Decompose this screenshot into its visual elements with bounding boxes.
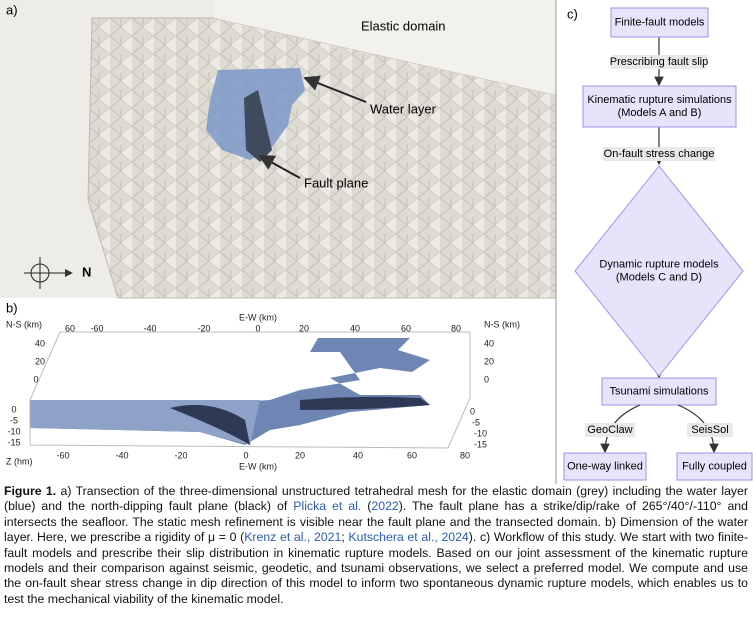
axis-label: 60: [407, 450, 417, 460]
axis-label: 0: [255, 323, 260, 333]
axis-label: 20: [299, 323, 309, 333]
citation-link[interactable]: Plicka et al.: [293, 499, 361, 513]
citation-link[interactable]: 2022: [371, 499, 398, 513]
axis-label: -20: [174, 450, 187, 460]
citation-link[interactable]: Kutschera et al., 2024: [348, 530, 468, 544]
axis-label: -5: [10, 415, 18, 425]
axis-label: 40: [35, 338, 45, 348]
edge-label: GeoClaw: [587, 424, 632, 436]
flow-label: Dynamic rupture models(Models C and D): [599, 258, 719, 283]
axis-label: 60: [401, 323, 411, 333]
axis-label: N-S (km): [484, 319, 520, 329]
axis-label: -40: [115, 450, 128, 460]
axis-label: 0: [243, 450, 248, 460]
flow-label: Finite-fault models: [615, 16, 705, 28]
axis-label: -10: [7, 426, 20, 436]
axis-label: E-W (km): [239, 461, 277, 471]
flow-label: One-way linked: [567, 460, 643, 472]
axis-label: -5: [472, 417, 480, 427]
axis-label: 0: [11, 404, 16, 414]
axis-label: -40: [143, 323, 156, 333]
axis-label: -60: [90, 323, 103, 333]
label: N: [82, 264, 91, 279]
axis-label: 0: [484, 374, 489, 384]
figure: Elastic domain Water layer Fault plane N…: [0, 0, 753, 484]
axis-label: -60: [56, 450, 69, 460]
axis-label: 0: [470, 406, 475, 416]
panel-label: a): [6, 2, 18, 17]
axis-label: 40: [353, 450, 363, 460]
axis-label: Z (hm): [6, 456, 33, 466]
axis-label: 80: [451, 323, 461, 333]
page: {"panel_a":{"label":"a)","elastic":"Elas…: [0, 0, 753, 626]
axis-label: -15: [474, 439, 487, 449]
axis-label: 80: [460, 450, 470, 460]
axis-label: 20: [484, 356, 494, 366]
flow-label: Fully coupled: [682, 460, 747, 472]
axis-label: 40: [350, 323, 360, 333]
edge-label: Prescribing fault slip: [610, 56, 708, 68]
axis-label: -15: [7, 437, 20, 447]
label: Water layer: [370, 101, 437, 116]
label: Fault plane: [304, 175, 368, 190]
axis-label: -10: [474, 428, 487, 438]
label: Elastic domain: [361, 18, 446, 33]
axis-label: E-W (km): [239, 312, 277, 322]
edge-label: SeisSol: [691, 424, 728, 436]
caption: Figure 1. a) Transection of the three-di…: [4, 484, 748, 607]
panel-a: Elastic domain Water layer Fault plane N…: [0, 0, 556, 298]
axis-label: 0: [33, 374, 38, 384]
axis-label: 20: [35, 356, 45, 366]
panel-c: c) Finite-fault models Prescribing fault …: [556, 0, 752, 484]
citation-link[interactable]: Krenz et al., 2021: [244, 530, 341, 544]
caption-label: Figure 1.: [4, 484, 56, 498]
axis-label: N-S (km): [6, 319, 42, 329]
panel-label: c): [567, 6, 578, 21]
panel-b: b) E-W (km) 60 -60 -40 -20 0 20 40 60 80 N-S (km) 4…: [6, 300, 520, 471]
axis-label: 40: [484, 338, 494, 348]
flow-label: Tsunami simulations: [609, 385, 709, 397]
caption-text: (: [361, 499, 371, 513]
panel-label: b): [6, 300, 18, 315]
axis-label: 20: [295, 450, 305, 460]
axis-label: -20: [197, 323, 210, 333]
axis-label: 60: [65, 323, 75, 333]
edge-label: On-fault stress change: [604, 148, 715, 160]
